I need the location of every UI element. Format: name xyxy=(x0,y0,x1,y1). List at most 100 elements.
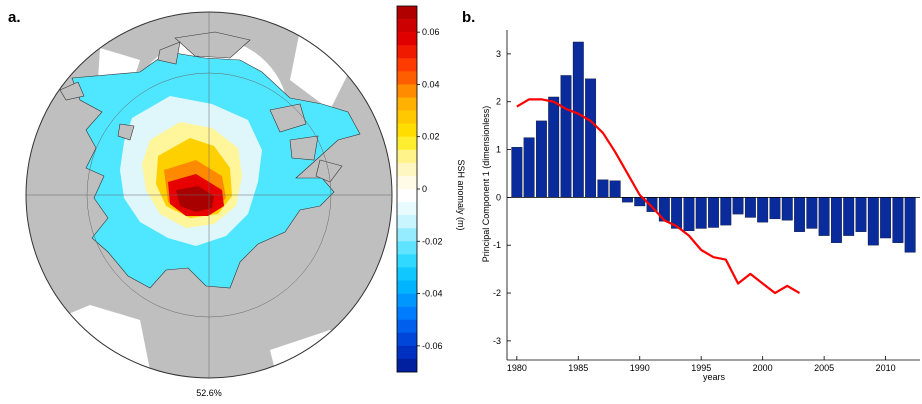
colorbar-band xyxy=(397,123,417,138)
y-axis-label: Principal Component 1 (dimensionless) xyxy=(481,106,491,263)
colorbar-band xyxy=(397,228,417,242)
x-tick-label: 1995 xyxy=(691,363,711,373)
colorbar-band xyxy=(397,162,417,177)
island xyxy=(59,81,85,101)
colorbar-band xyxy=(397,332,417,347)
colorbar-band xyxy=(397,45,417,59)
bar xyxy=(843,197,855,236)
y-tick-label: -2 xyxy=(493,288,501,298)
y-tick-label: 3 xyxy=(496,49,501,59)
panel-b-label: b. xyxy=(462,9,475,26)
bar xyxy=(572,41,584,198)
colorbar-band xyxy=(397,136,417,151)
colorbar-label: SSH anomaly (m) xyxy=(456,159,466,230)
bar xyxy=(535,120,547,198)
colorbar-tick-label: 0.02 xyxy=(422,132,440,142)
bar xyxy=(744,197,756,218)
bar xyxy=(523,137,535,198)
bar xyxy=(695,197,707,229)
north-sea-ocean xyxy=(290,30,350,110)
colorbar-band xyxy=(397,241,417,255)
bar xyxy=(769,197,781,220)
island xyxy=(117,123,135,141)
bar xyxy=(609,180,621,198)
panel-a-label: a. xyxy=(8,9,21,26)
colorbar-band xyxy=(397,293,417,307)
island xyxy=(289,135,319,161)
bar xyxy=(597,179,609,198)
colorbar-band xyxy=(397,6,417,20)
colorbar-band xyxy=(397,58,417,72)
y-tick-label: 2 xyxy=(496,97,501,107)
y-tick-label: -3 xyxy=(493,336,501,346)
bar xyxy=(757,197,769,223)
bar xyxy=(548,96,560,198)
map-border xyxy=(25,11,393,379)
colorbar-tick-label: -0.04 xyxy=(422,289,443,299)
colorbar-band xyxy=(397,189,417,203)
colorbar-band xyxy=(397,149,417,164)
island xyxy=(315,159,343,183)
polar-map xyxy=(25,11,393,379)
colorbar-tick-label: 0.04 xyxy=(422,79,440,89)
colorbar-band xyxy=(397,345,417,360)
colorbar-band xyxy=(397,267,417,281)
colorbar-band xyxy=(397,32,417,46)
bar xyxy=(904,197,916,253)
x-tick-label: 1980 xyxy=(507,363,527,373)
colorbar-band xyxy=(397,175,417,190)
x-tick-label: 2010 xyxy=(876,363,896,373)
bar xyxy=(732,197,744,215)
bar xyxy=(511,147,523,198)
colorbar-band xyxy=(397,71,417,85)
greenland-land xyxy=(174,31,251,59)
bar xyxy=(855,197,867,232)
x-tick-label: 1990 xyxy=(630,363,650,373)
colorbar-band xyxy=(397,110,417,124)
bar xyxy=(830,197,842,243)
colorbar: 0.06 0.04 0.02 0 -0.02 -0.04 -0.06 xyxy=(396,5,443,373)
bar xyxy=(560,75,572,198)
ssh-max-region xyxy=(176,186,214,212)
y-tick-label: 1 xyxy=(496,145,501,155)
island xyxy=(269,103,307,133)
colorbar-tick-label: -0.06 xyxy=(422,341,443,351)
colorbar-band xyxy=(397,19,417,33)
y-tick-label: 0 xyxy=(496,192,501,202)
colorbar-band xyxy=(397,306,417,321)
bar xyxy=(892,197,904,243)
colorbar-band xyxy=(397,254,417,268)
colorbar-band xyxy=(397,202,417,216)
bar xyxy=(683,197,695,232)
island xyxy=(157,41,181,65)
series-line xyxy=(516,98,801,295)
colorbar-band xyxy=(397,358,417,373)
bar xyxy=(781,197,793,221)
x-axis-label: years xyxy=(703,372,726,382)
colorbar-tick-label: -0.02 xyxy=(422,236,443,246)
bar xyxy=(585,78,597,198)
bar xyxy=(818,197,830,236)
bar xyxy=(794,197,805,232)
colorbar-tick-label: 0 xyxy=(422,184,427,194)
latitude-circle xyxy=(86,72,332,318)
bar xyxy=(867,197,879,246)
colorbar-band xyxy=(397,319,417,334)
x-tick-label: 2000 xyxy=(753,363,773,373)
y-tick-label: -1 xyxy=(493,240,501,250)
x-tick-label: 1985 xyxy=(568,363,588,373)
bar xyxy=(708,197,719,228)
colorbar-tick-label: 0.06 xyxy=(422,27,440,37)
map-caption: 52.6% xyxy=(196,388,222,398)
colorbar-band xyxy=(397,215,417,229)
bar xyxy=(806,197,818,229)
colorbar-band xyxy=(397,84,417,98)
bar xyxy=(880,197,892,239)
colorbar-band xyxy=(397,280,417,294)
colorbar-band xyxy=(397,97,417,111)
x-tick-label: 2005 xyxy=(814,363,834,373)
pc1-chart: 3 2 1 0 -1 -2 -3 1980 1985 1990 1995 2000 2005 2010 xyxy=(493,30,920,373)
bar xyxy=(720,197,732,226)
bar xyxy=(622,197,633,203)
